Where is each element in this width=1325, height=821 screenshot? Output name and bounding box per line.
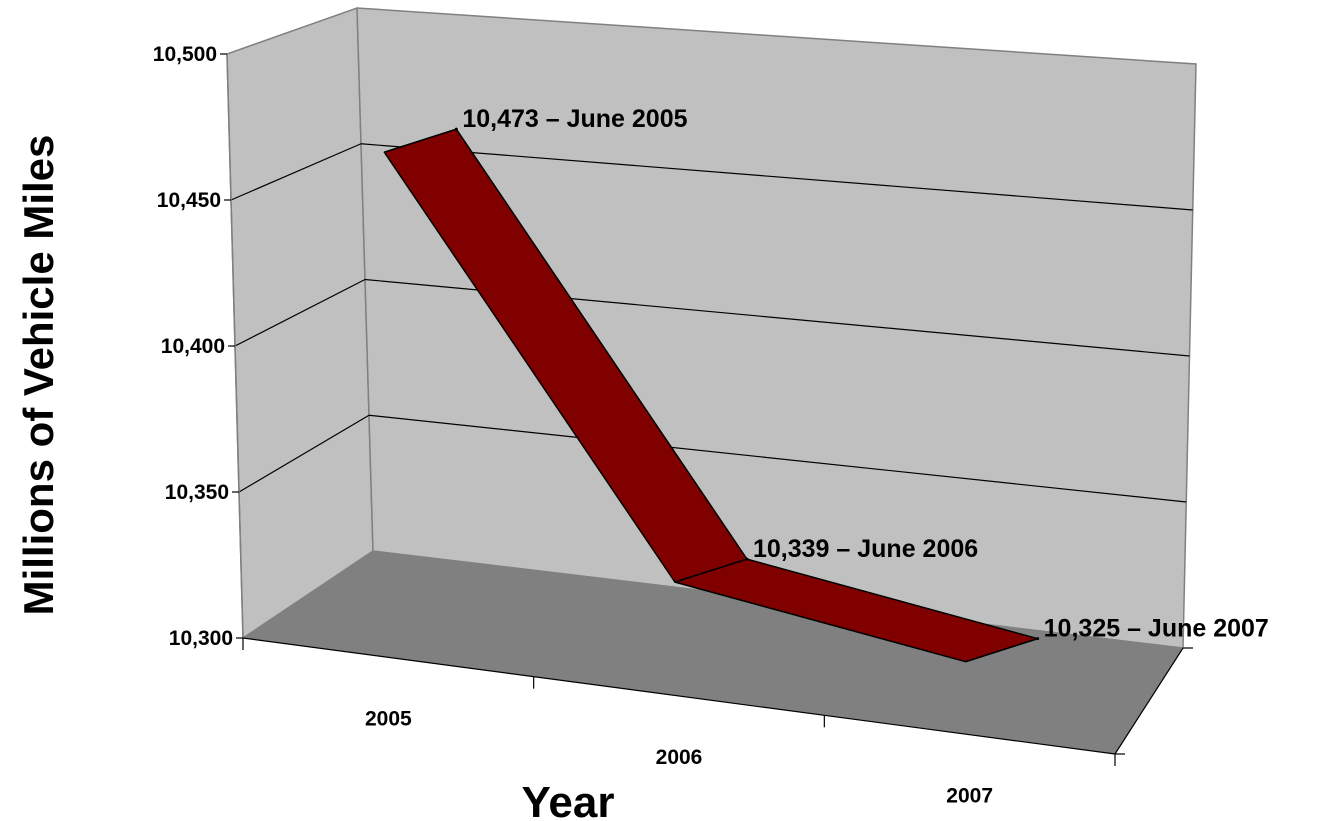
axes: 10,300 10,350 10,400 10,450 10,500 2005 2006 20… bbox=[153, 43, 1193, 808]
labels: 10,473 – June 2005 10,339 – June 2006 10,3… bbox=[462, 105, 1269, 642]
y-tick-label: 10,350 bbox=[165, 481, 229, 504]
data-point bbox=[745, 557, 749, 561]
x-tick-label: 2006 bbox=[656, 746, 703, 769]
gridline-back bbox=[360, 143, 1193, 211]
x-axis-label: Year bbox=[522, 778, 615, 821]
x-axis-depth-line bbox=[1114, 647, 1184, 755]
line-cap bbox=[384, 128, 457, 153]
data-point bbox=[1036, 637, 1040, 641]
y-tick-label: 10,450 bbox=[157, 189, 221, 212]
y-tick-label: 10,500 bbox=[153, 43, 217, 66]
data-point bbox=[454, 127, 458, 131]
data-label: 10,325 – June 2007 bbox=[1044, 615, 1269, 643]
gridline-side bbox=[230, 143, 362, 201]
data-label: 10,339 – June 2006 bbox=[753, 535, 978, 563]
x-tick-label: 2005 bbox=[365, 707, 412, 730]
y-tick-label: 10,300 bbox=[169, 627, 233, 650]
gridline-side bbox=[238, 414, 370, 493]
data-label: 10,473 – June 2005 bbox=[462, 105, 687, 133]
y-tick-label: 10,400 bbox=[161, 335, 225, 358]
gridline-side bbox=[234, 278, 366, 347]
x-axis-line bbox=[242, 637, 1116, 755]
side-wall bbox=[226, 6, 374, 640]
gridline-back bbox=[368, 414, 1187, 503]
series-ribbon bbox=[383, 127, 1040, 663]
line-cap bbox=[965, 637, 1038, 663]
y-axis-label: Millions of Vehicle Miles bbox=[15, 135, 62, 616]
x-tick-label: 2007 bbox=[946, 785, 993, 808]
floor bbox=[243, 551, 1183, 754]
chart-walls bbox=[226, 6, 1197, 754]
